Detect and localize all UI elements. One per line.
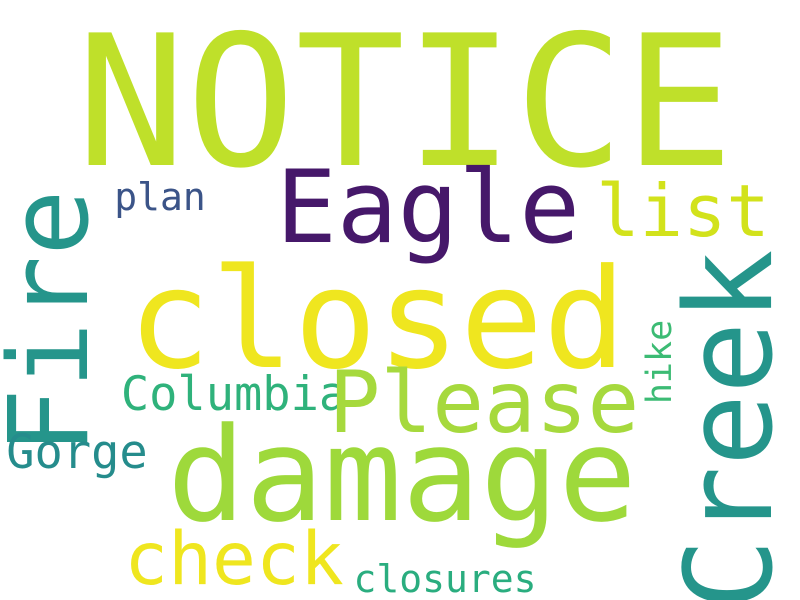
word-notice: NOTICE [76, 0, 733, 208]
word-list: list [596, 169, 769, 253]
word-fire: Fire [0, 190, 113, 455]
word-gorge: Gorge [6, 425, 147, 480]
word-check: check [124, 517, 344, 600]
word-damage: damage [167, 399, 637, 551]
word-columbia: Columbia [121, 367, 347, 422]
word-creek: Creek [661, 249, 800, 600]
word-hike: hike [640, 320, 680, 404]
word-please: Please [329, 353, 640, 453]
word-closed: closed [128, 239, 627, 400]
word-eagle: Eagle [276, 148, 580, 266]
word-plan: plan [114, 175, 206, 219]
word-closures: closures [353, 557, 536, 600]
